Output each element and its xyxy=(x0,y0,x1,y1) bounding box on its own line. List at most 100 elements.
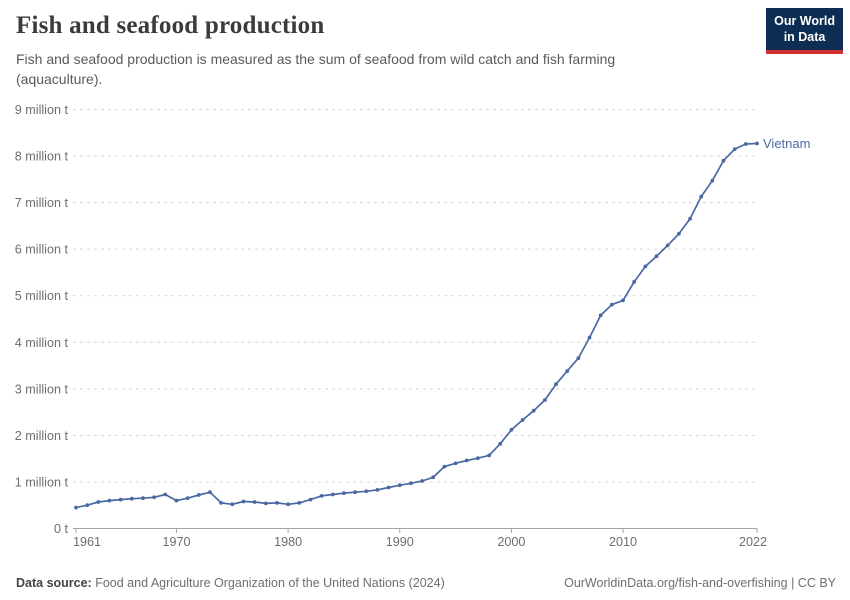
data-point-marker xyxy=(464,458,469,463)
data-point-marker xyxy=(196,493,201,497)
data-point-marker xyxy=(96,500,101,504)
data-source: Data source: Food and Agriculture Organi… xyxy=(16,576,445,590)
data-point-marker xyxy=(85,503,90,508)
svg-text:1 million t: 1 million t xyxy=(15,475,69,489)
data-point-marker xyxy=(353,490,357,495)
data-point-marker xyxy=(755,141,759,146)
data-point-marker xyxy=(453,461,458,466)
data-point-marker xyxy=(397,483,402,488)
svg-text:3 million t: 3 million t xyxy=(15,382,69,396)
data-source-text: Food and Agriculture Organization of the… xyxy=(95,576,445,590)
data-point-marker xyxy=(632,279,637,284)
data-point-marker xyxy=(263,501,268,506)
data-point-marker xyxy=(297,501,302,505)
svg-text:0 t: 0 t xyxy=(54,522,69,536)
x-axis: 1961 1970 1980 1990 2000 2010 2022 xyxy=(73,528,767,549)
svg-text:4 million t: 4 million t xyxy=(15,336,69,350)
data-point-marker xyxy=(252,500,257,504)
svg-text:2010: 2010 xyxy=(609,535,637,549)
svg-text:2022: 2022 xyxy=(739,535,767,549)
footer-separator: | xyxy=(791,576,795,590)
chart-footer: Data source: Food and Agriculture Organi… xyxy=(16,576,836,590)
data-point-marker xyxy=(554,382,558,387)
footer-url[interactable]: OurWorldinData.org/fish-and-overfishing xyxy=(564,576,788,590)
data-point-marker xyxy=(654,254,659,259)
svg-text:1961: 1961 xyxy=(73,535,101,549)
y-axis-labels: 0 t 1 million t 2 million t 3 million t 4 mi… xyxy=(15,103,69,536)
series-vietnam[interactable]: Vietnam xyxy=(74,136,810,510)
svg-text:2000: 2000 xyxy=(497,535,525,549)
data-point-marker xyxy=(487,453,491,458)
svg-text:6 million t: 6 million t xyxy=(15,243,69,257)
data-point-marker xyxy=(286,502,290,507)
series-line xyxy=(75,142,758,509)
data-point-marker xyxy=(364,489,369,494)
data-point-marker xyxy=(610,302,614,307)
data-point-marker xyxy=(576,356,581,360)
data-point-marker xyxy=(185,496,190,501)
owid-logo-line1: Our World xyxy=(774,14,835,28)
data-point-marker xyxy=(118,497,123,502)
data-point-marker xyxy=(565,369,570,373)
svg-text:7 million t: 7 million t xyxy=(15,196,69,210)
data-point-marker xyxy=(520,418,525,422)
owid-logo-line2: in Data xyxy=(783,30,826,45)
page-title: Fish and seafood production xyxy=(16,12,325,39)
data-point-marker xyxy=(241,499,246,504)
data-point-marker xyxy=(688,217,692,221)
gridlines xyxy=(73,109,757,483)
data-point-marker xyxy=(442,464,447,469)
data-point-marker xyxy=(543,398,547,402)
data-point-marker xyxy=(643,264,648,269)
footer-link-area[interactable]: OurWorldinData.org/fish-and-overfishing … xyxy=(564,576,836,590)
data-point-marker xyxy=(665,243,670,248)
svg-text:2 million t: 2 million t xyxy=(15,429,69,443)
owid-logo[interactable]: Our World in Data xyxy=(766,8,843,54)
data-point-marker xyxy=(275,501,279,505)
svg-text:1990: 1990 xyxy=(386,535,414,549)
chart-subtitle: Fish and seafood production is measured … xyxy=(16,51,616,88)
svg-text:1970: 1970 xyxy=(162,535,190,549)
data-point-marker xyxy=(330,492,335,497)
data-point-marker xyxy=(420,479,424,483)
data-point-marker xyxy=(342,491,346,495)
chart-header: Fish and seafood production Fish and sea… xyxy=(16,12,750,90)
data-point-marker xyxy=(219,501,224,505)
data-point-marker xyxy=(531,408,536,413)
data-point-marker xyxy=(732,147,737,152)
data-point-marker xyxy=(386,485,391,490)
data-point-marker xyxy=(174,498,179,503)
data-point-marker xyxy=(509,427,514,432)
data-point-marker xyxy=(375,488,380,492)
data-point-marker xyxy=(208,490,212,495)
data-point-marker xyxy=(308,497,313,502)
data-point-marker xyxy=(699,194,704,199)
svg-text:8 million t: 8 million t xyxy=(15,150,69,164)
data-point-marker xyxy=(107,498,112,503)
data-point-marker xyxy=(476,456,480,461)
svg-text:9 million t: 9 million t xyxy=(15,103,69,117)
svg-text:1980: 1980 xyxy=(274,535,302,549)
data-point-marker xyxy=(587,335,592,340)
entity-label[interactable]: Vietnam xyxy=(763,136,810,151)
data-point-marker xyxy=(409,481,413,486)
data-source-label: Data source: xyxy=(16,576,92,590)
svg-text:5 million t: 5 million t xyxy=(15,289,69,303)
data-point-marker xyxy=(129,496,134,501)
data-point-marker xyxy=(319,494,324,498)
data-point-marker xyxy=(74,505,78,510)
footer-license: CC BY xyxy=(797,576,836,590)
data-point-marker xyxy=(163,492,168,497)
data-point-marker xyxy=(152,495,157,500)
data-point-marker xyxy=(710,178,715,183)
data-point-marker xyxy=(721,158,726,163)
data-point-marker xyxy=(598,313,603,318)
data-point-marker xyxy=(230,502,235,507)
data-point-marker xyxy=(498,441,503,446)
data-point-marker xyxy=(677,231,681,236)
data-point-marker xyxy=(743,142,748,146)
data-point-marker xyxy=(141,496,145,501)
data-point-marker xyxy=(431,475,436,480)
data-point-marker xyxy=(621,298,625,303)
